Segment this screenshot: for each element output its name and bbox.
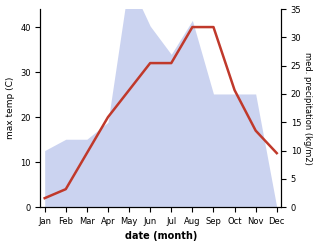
X-axis label: date (month): date (month): [125, 231, 197, 242]
Y-axis label: max temp (C): max temp (C): [5, 77, 15, 139]
Y-axis label: med. precipitation (kg/m2): med. precipitation (kg/m2): [303, 52, 313, 165]
